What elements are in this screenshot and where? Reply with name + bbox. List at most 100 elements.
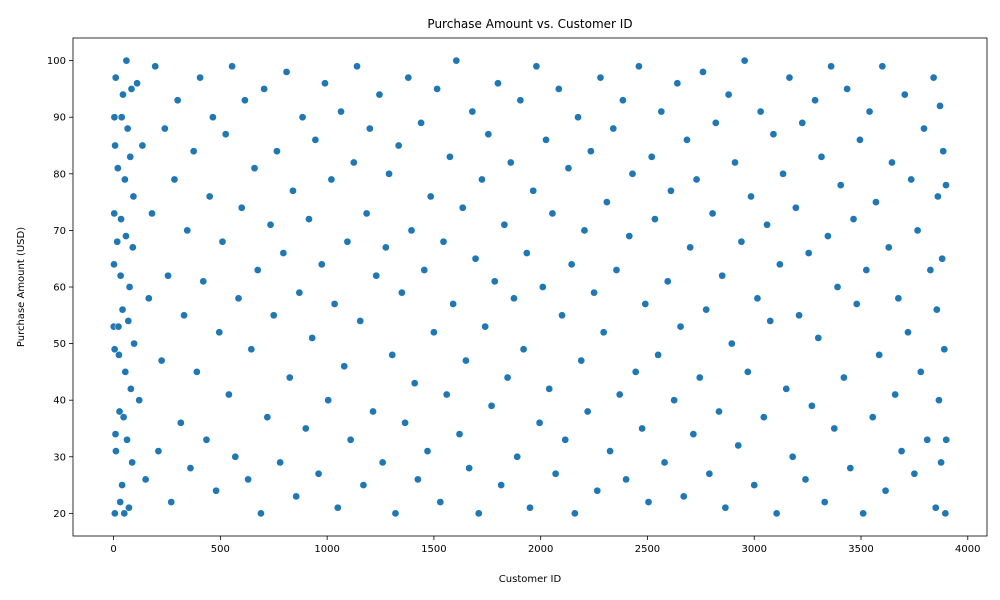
y-axis-label: Purchase Amount (USD) <box>16 227 27 347</box>
data-point <box>122 56 131 65</box>
data-point <box>263 413 272 422</box>
data-point <box>638 424 646 433</box>
data-point <box>820 498 829 506</box>
data-point <box>522 249 531 257</box>
data-point <box>875 351 884 359</box>
data-point <box>468 107 477 116</box>
data-point <box>484 130 493 139</box>
data-point <box>724 90 733 99</box>
data-point <box>561 435 570 444</box>
data-point <box>257 509 265 518</box>
data-point <box>112 447 120 455</box>
data-point <box>881 486 890 495</box>
data-point <box>792 203 800 212</box>
data-point <box>439 237 448 246</box>
data-point <box>487 401 496 410</box>
data-point <box>506 158 515 167</box>
y-tick-label: 40 <box>53 396 66 407</box>
data-point <box>660 458 669 467</box>
data-point <box>176 418 185 427</box>
data-point <box>121 175 129 184</box>
data-point <box>731 158 739 167</box>
data-point <box>759 413 768 422</box>
data-point <box>114 322 123 331</box>
data-point <box>840 373 848 382</box>
data-point <box>827 62 835 71</box>
data-point <box>935 396 943 405</box>
x-tick-label: 3000 <box>742 544 767 555</box>
data-point <box>111 73 120 82</box>
data-point <box>388 351 397 359</box>
data-point <box>798 119 807 127</box>
data-point <box>123 435 131 444</box>
data-point <box>891 390 900 399</box>
data-point <box>205 192 214 201</box>
data-point <box>144 294 153 303</box>
data-point <box>330 300 339 308</box>
data-point <box>308 334 317 342</box>
data-point <box>407 226 416 235</box>
data-point <box>186 464 195 472</box>
data-point <box>894 294 903 303</box>
data-point <box>715 407 723 416</box>
y-tick-label: 50 <box>53 339 66 350</box>
data-point <box>583 407 592 416</box>
data-point <box>343 237 352 246</box>
data-point <box>923 435 932 444</box>
data-point <box>548 209 557 218</box>
data-point <box>564 164 573 173</box>
x-tick-label: 0 <box>110 544 116 555</box>
data-point <box>237 203 246 212</box>
data-point <box>382 243 390 252</box>
data-point <box>455 430 464 438</box>
data-point <box>631 368 640 376</box>
data-point <box>931 503 940 512</box>
data-point <box>128 243 137 252</box>
data-point <box>305 215 313 223</box>
data-point <box>353 62 361 71</box>
data-point <box>574 113 582 122</box>
data-point <box>189 147 198 156</box>
data-point <box>311 136 320 144</box>
data-point <box>824 232 832 240</box>
data-point <box>170 175 179 184</box>
plot-area <box>72 37 988 537</box>
data-point <box>551 469 560 478</box>
data-point <box>516 96 525 105</box>
data-point <box>940 345 949 354</box>
data-point <box>622 475 630 484</box>
data-point <box>465 464 473 472</box>
data-point <box>193 368 201 376</box>
data-point <box>651 215 659 223</box>
x-tick-label: 2500 <box>635 544 660 555</box>
data-point <box>916 368 925 376</box>
data-point <box>225 390 233 399</box>
data-point <box>737 237 746 246</box>
y-axis-ticks: 20 30 40 50 60 70 80 90 100 <box>47 56 73 520</box>
x-tick-label: 1000 <box>314 544 339 555</box>
data-point <box>111 430 120 438</box>
data-point <box>942 181 950 189</box>
x-axis-ticks: 0 500 1000 1500 2000 2500 3000 3500 4000 <box>110 536 981 555</box>
data-point <box>657 107 666 116</box>
data-point <box>199 277 208 286</box>
data-point <box>125 283 134 291</box>
data-point <box>333 503 342 512</box>
data-point <box>250 164 259 173</box>
data-point <box>324 396 333 405</box>
data-point <box>122 232 130 240</box>
data-point <box>234 294 243 303</box>
data-point <box>937 458 945 467</box>
data-point <box>115 407 124 416</box>
data-point <box>118 305 127 314</box>
data-point <box>292 492 301 501</box>
data-point <box>859 509 867 518</box>
data-point <box>644 498 653 506</box>
data-point <box>628 169 637 178</box>
data-point <box>808 401 816 410</box>
data-point <box>721 503 730 512</box>
data-point <box>228 62 236 71</box>
data-point <box>897 447 906 455</box>
data-point <box>776 260 784 269</box>
data-point <box>212 486 220 495</box>
